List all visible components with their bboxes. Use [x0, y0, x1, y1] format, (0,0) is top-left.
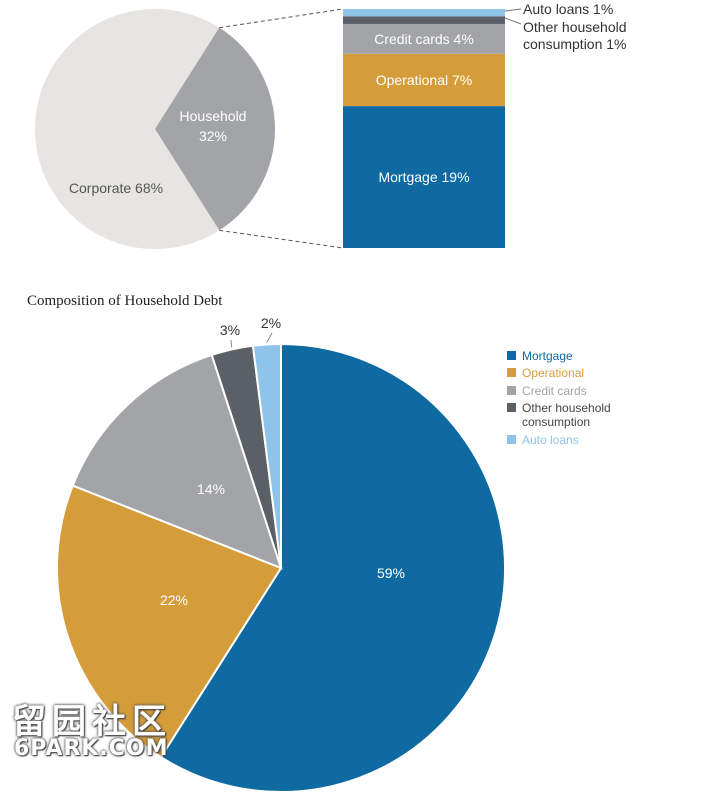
legend-label-auto-loans: Auto loans: [522, 433, 579, 447]
legend-swatch-auto-loans: [507, 435, 516, 444]
pie-label-other-household: 3%: [220, 322, 240, 338]
stacked-bar-labels: Mortgage 19% Operational 7% Credit cards 4…: [374, 1, 626, 185]
bar-segment-mortgage-19: [343, 106, 505, 248]
leader-auto-loans: [266, 332, 273, 343]
pie-label-corporate: Corporate 68%: [69, 180, 163, 196]
bar-label-auto-loans: Auto loans 1%: [523, 1, 613, 17]
household-debt-pie-chart: 59% 22% 14% 3% 2%: [56, 315, 506, 793]
pie-slice-household: [155, 27, 275, 231]
pie-label-mortgage: 59%: [377, 565, 405, 581]
legend-swatch-mortgage: [507, 351, 516, 360]
legend: Mortgage Operational Credit cards Other hou…: [507, 349, 611, 447]
pie-label-operational: 22%: [160, 592, 188, 608]
legend-label-other-household-line2: consumption: [522, 415, 590, 429]
watermark: 留园社区 6PARK.COM: [10, 694, 200, 774]
legend-label-other-household: Other household: [522, 401, 611, 415]
bar-segment-other-household: [343, 16, 505, 24]
bar-label-other-household: Other household: [523, 19, 627, 35]
chart-title: Composition of Household Debt: [27, 293, 223, 309]
pie-slice-operational: [56, 484, 283, 759]
leader-other-household: [504, 17, 522, 25]
legend-label-credit-cards: Credit cards: [522, 384, 587, 398]
bar-label-other-household-line2: consumption 1%: [523, 36, 627, 52]
bar-segment-credit-cards-4: [343, 23, 505, 54]
household-stacked-bar: [343, 9, 505, 248]
pie-slice-mortgage: [159, 342, 506, 793]
bar-label-operational-7: Operational 7%: [376, 72, 473, 88]
sector-pie-chart: Corporate 68% Household 32%: [35, 9, 275, 250]
pie-slice-auto-loans: [251, 342, 282, 569]
connector-top: [219, 8, 344, 29]
leader-auto-loans: [504, 8, 522, 12]
legend-swatch-operational: [507, 368, 516, 377]
watermark-line1: 留园社区: [12, 702, 172, 742]
connector-bottom: [219, 229, 344, 249]
pie-label-household-value: 32%: [199, 128, 227, 144]
pie-label-credit-cards: 14%: [197, 481, 225, 497]
legend-label-mortgage: Mortgage: [522, 349, 573, 363]
pie-slice-corporate: [35, 9, 220, 250]
leader-other-household: [230, 339, 233, 348]
bar-label-credit-cards-4: Credit cards 4%: [374, 31, 474, 47]
bar-segment-auto-loans-1: [343, 9, 505, 17]
watermark-line2: 6PARK.COM: [14, 736, 169, 761]
legend-label-operational: Operational: [522, 366, 584, 380]
bar-label-mortgage-19: Mortgage 19%: [378, 169, 469, 185]
pie-label-household: Household: [180, 108, 247, 124]
legend-swatch-credit-cards: [507, 386, 516, 395]
pie-label-auto-loans: 2%: [261, 315, 281, 331]
bar-segment-operational-7: [343, 53, 505, 107]
legend-swatch-other-household: [507, 403, 516, 412]
